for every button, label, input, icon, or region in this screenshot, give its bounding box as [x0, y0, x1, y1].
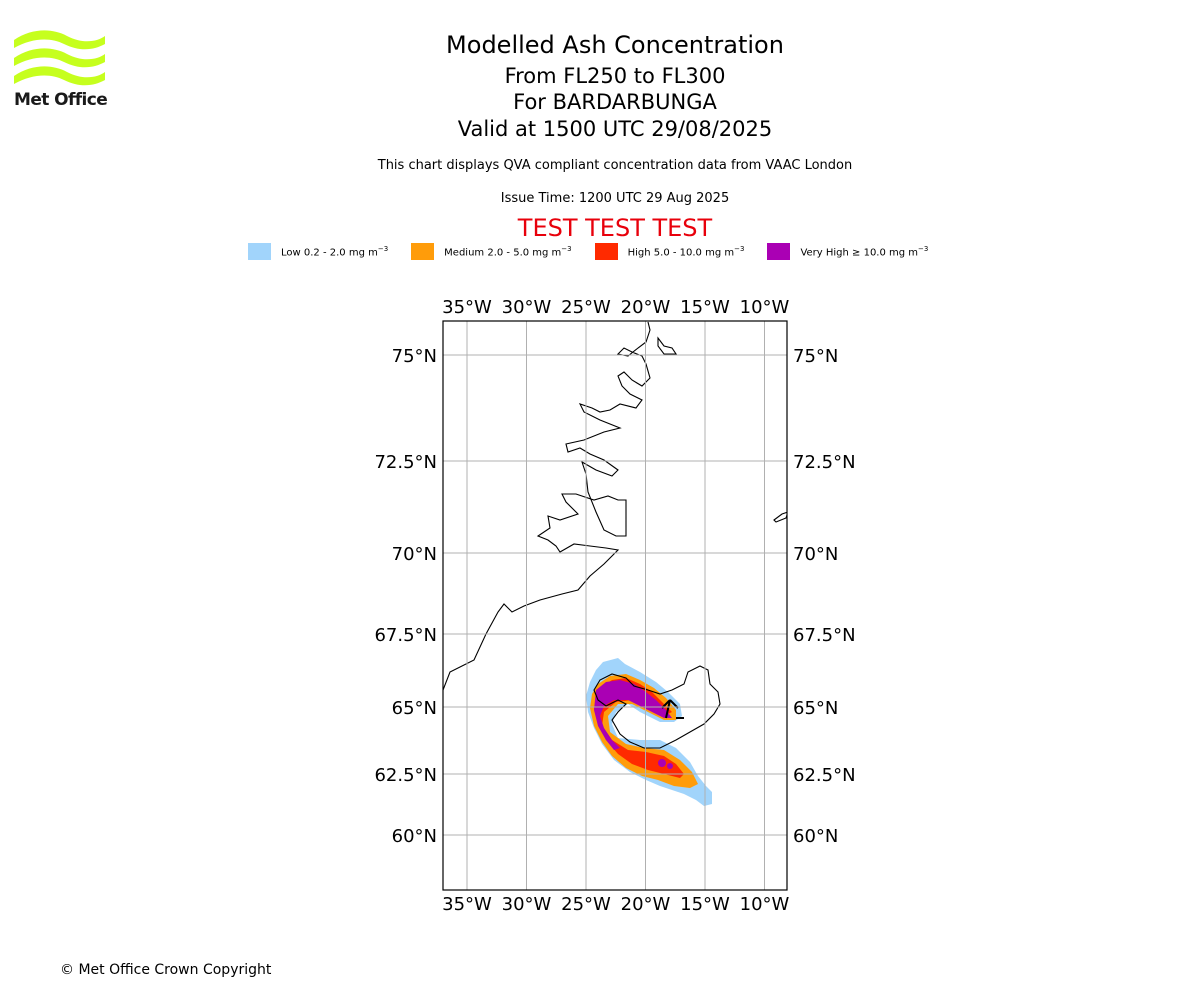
ash-area-very-high [594, 680, 672, 750]
legend-label-medium: Medium 2.0 - 5.0 mg m−3 [444, 244, 572, 259]
lat-tick-label-left: 70°N [392, 544, 437, 565]
chart-title: Modelled Ash Concentration [446, 31, 784, 59]
legend-item-very-high: Very High ≥ 10.0 mg m−3 [767, 243, 928, 260]
legend-swatch-medium [411, 243, 435, 260]
ash-spot-very-high [667, 763, 673, 769]
lat-tick-label-right: 60°N [793, 826, 838, 847]
ash-area-medium [590, 674, 698, 788]
lat-tick-label-right: 65°N [793, 698, 838, 719]
lon-tick-label-bottom: 15°W [680, 894, 730, 915]
lon-tick-label-top: 10°W [740, 297, 790, 318]
brand-name: Met Office [14, 90, 108, 110]
lon-tick-label-top: 35°W [442, 297, 492, 318]
volcano-marker-icon [661, 699, 684, 719]
flight-level-range: From FL250 to FL300 [504, 64, 726, 88]
volcano-name: For BARDARBUNGA [513, 90, 717, 114]
issue-time: Issue Time: 1200 UTC 29 Aug 2025 [500, 191, 730, 206]
lon-tick-label-top: 30°W [502, 297, 552, 318]
lat-tick-label-right: 70°N [793, 544, 838, 565]
lon-tick-label-top: 20°W [621, 297, 671, 318]
map-frame [442, 320, 788, 891]
legend-label-low: Low 0.2 - 2.0 mg m−3 [281, 244, 389, 259]
lat-tick-label-left: 60°N [392, 826, 437, 847]
lon-tick-label-bottom: 10°W [740, 894, 790, 915]
ash-area-high [594, 678, 684, 778]
met-office-logo-icon [14, 30, 105, 86]
legend-item-high: High 5.0 - 10.0 mg m−3 [594, 243, 745, 260]
legend-label-very-high: Very High ≥ 10.0 mg m−3 [800, 244, 929, 259]
lon-tick-label-bottom: 35°W [442, 894, 492, 915]
legend-swatch-very-high [767, 243, 791, 260]
lat-tick-label-right: 62.5°N [793, 765, 856, 786]
coastline-jan-mayen [773, 511, 787, 523]
lat-tick-label-right: 75°N [793, 346, 838, 367]
lon-tick-label-bottom: 20°W [621, 894, 671, 915]
legend-item-medium: Medium 2.0 - 5.0 mg m−3 [411, 243, 572, 260]
test-banner: TEST TEST TEST [517, 214, 713, 242]
coastline-greenland-detail [657, 336, 678, 355]
legend-swatch-low [248, 243, 271, 260]
lat-tick-label-left: 62.5°N [374, 765, 437, 786]
chart-description: This chart displays QVA compliant concen… [377, 158, 853, 173]
copyright-notice: © Met Office Crown Copyright [60, 962, 272, 978]
legend-label-high: High 5.0 - 10.0 mg m−3 [627, 244, 745, 259]
lon-tick-label-top: 15°W [680, 297, 730, 318]
lat-tick-label-right: 67.5°N [793, 625, 856, 646]
legend-item-low: Low 0.2 - 2.0 mg m−3 [248, 243, 388, 260]
lat-tick-label-left: 72.5°N [374, 452, 437, 473]
legend-swatch-high [594, 243, 618, 260]
lat-tick-label-right: 72.5°N [793, 452, 856, 473]
valid-time: Valid at 1500 UTC 29/08/2025 [457, 117, 773, 141]
lat-tick-label-left: 65°N [392, 698, 437, 719]
lat-tick-label-left: 75°N [392, 346, 437, 367]
lat-tick-label-left: 67.5°N [374, 625, 437, 646]
lon-tick-label-bottom: 30°W [502, 894, 552, 915]
coastline-greenland [443, 321, 651, 691]
lon-tick-label-bottom: 25°W [561, 894, 611, 915]
lon-tick-label-top: 25°W [561, 297, 611, 318]
legend: Low 0.2 - 2.0 mg m−3 Medium 2.0 - 5.0 mg… [248, 243, 951, 260]
ash-spot-very-high [658, 759, 666, 767]
